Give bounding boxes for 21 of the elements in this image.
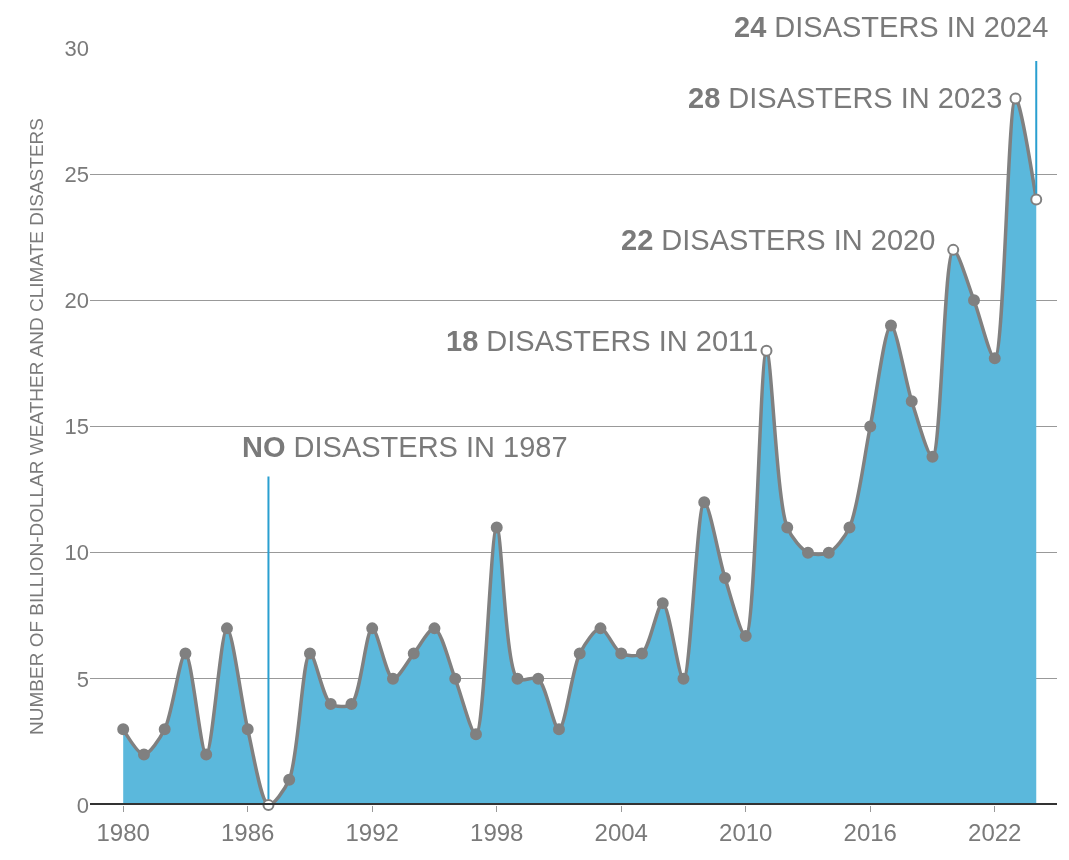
y-tick-label: 30 [64,35,89,61]
x-tick-label: 1980 [96,818,150,846]
x-tick-label: 1986 [221,818,275,846]
y-tick-label: 25 [64,161,89,187]
annotation: 18 DISASTERS IN 2011 [446,325,759,357]
x-tick-label: 1998 [470,818,524,846]
x-tick-label: 2010 [719,818,773,846]
y-tick-label: 20 [64,288,89,314]
x-tick-label: 2016 [843,818,897,846]
annotation: 24 DISASTERS IN 2024 [734,11,1049,43]
y-tick-label: 5 [76,666,89,692]
annotation: 28 DISASTERS IN 2023 [688,82,1003,114]
y-axis-title: NUMBER OF BILLION-DOLLAR WEATHER AND CLIMATE DISASTERS [26,118,48,735]
annotation: 22 DISASTERS IN 2020 [621,224,936,256]
y-tick-label: 0 [76,792,89,818]
y-tick-label: 10 [64,540,89,566]
x-tick-label: 2004 [594,818,648,846]
y-tick-label: 15 [64,414,89,440]
x-tick-label: 1992 [345,818,399,846]
annotation: NO DISASTERS IN 1987 [242,431,568,463]
x-tick-label: 2022 [968,818,1022,846]
